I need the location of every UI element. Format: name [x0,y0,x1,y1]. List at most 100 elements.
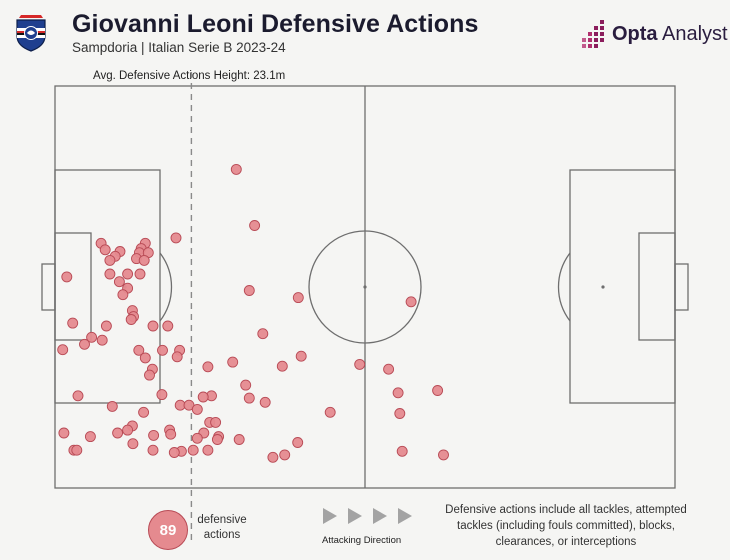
right-six-yard-box [638,232,676,341]
defensive-action-point [99,244,111,256]
defensive-action-point [112,427,124,439]
defensive-action-point [324,406,336,418]
defensive-action-point [292,292,304,304]
defensive-action-point [197,391,209,403]
right-penalty-arc [557,252,571,322]
defensive-action-point [279,449,291,461]
defensive-action-point [230,163,242,175]
defensive-action-point [392,387,404,399]
defensive-action-point [171,351,183,363]
defensive-action-point [58,427,70,439]
centre-circle [308,230,422,344]
defensive-action-point [191,403,203,415]
defensive-action-point [147,444,159,456]
defensive-action-point [86,331,98,343]
right-penalty-area [569,169,676,404]
pitch-lines [41,85,689,489]
brand-name: Opta Analyst [612,23,728,46]
defensive-action-point [125,314,137,325]
defensive-action-point [292,437,304,448]
defensive-action-point [438,449,449,461]
centre-spot [363,285,367,289]
defensive-action-point [84,431,96,443]
defensive-action-point [96,334,108,346]
defensive-action-point [122,424,134,436]
sampdoria-crest-icon [16,15,46,52]
defensive-action-point [191,432,203,444]
defensive-action-point [383,363,395,375]
defensive-action-point [104,254,116,266]
defensive-action-point [122,268,134,280]
action-count-label: defensive actions [197,514,247,541]
defensive-action-point [432,385,444,396]
attacking-direction-label: Attacking Direction [322,535,402,546]
left-penalty-arc [159,252,173,322]
left-goal [41,263,56,311]
defensive-action-point [113,276,125,288]
page-title: Giovanni Leoni Defensive Actions [72,10,479,38]
attacking-direction-arrows [323,508,412,524]
defensive-action-point [72,390,84,402]
defensive-action-point [243,392,255,404]
page-subtitle: Sampdoria | Italian Serie B 2023-24 [72,40,286,55]
defensive-action-point [157,344,168,356]
defensive-action-point [147,320,159,332]
right-goal [674,263,689,311]
defensive-action-point [162,320,174,332]
brand-name-bold: Opta [612,23,658,45]
defensive-action-point [106,400,118,412]
defensive-action-point [259,396,271,408]
defensive-action-point [139,352,151,364]
defensive-action-point [257,328,269,340]
defensive-action-point [144,369,155,381]
defensive-action-point [405,296,417,308]
defensive-action-point [227,356,239,368]
defensive-action-point [267,451,279,463]
opta-analyst-logo-icon [582,20,604,48]
defensive-action-point [57,344,69,356]
defensive-action-point [165,428,177,440]
defensive-action-point [100,320,112,332]
defensive-action-point [71,444,83,456]
defensive-action-point [354,358,366,370]
defensive-action-point [127,438,139,450]
defensive-action-point [202,361,214,373]
defensive-action-point [133,344,145,356]
defensive-action-point [211,434,223,445]
action-count-badge: 89 [148,510,188,550]
defensive-action-point [170,232,182,244]
defensive-action-point [104,268,116,280]
play-arrow-icon [323,508,337,524]
avg-height-label: Avg. Defensive Actions Height: 23.1m [93,70,286,82]
definition-note: Defensive actions include all tackles, a… [445,504,687,548]
defensive-action-point [61,271,73,283]
play-arrow-icon [398,508,412,524]
defensive-action-point [187,444,199,456]
right-penalty-spot [601,285,605,289]
defensive-action-point [202,444,214,456]
defensive-action-point [240,379,252,391]
play-arrow-icon [373,508,387,524]
defensive-action-point [79,338,90,350]
defensive-action-point [210,416,222,428]
defensive-action-point [117,289,129,301]
opta-analyst-logo: Opta Analyst [580,18,730,52]
header: Giovanni Leoni Defensive Actions Sampdor… [0,0,730,60]
defensive-action-point [138,406,150,418]
defensive-action-point [156,389,168,401]
defensive-action-point [396,445,408,457]
defensive-action-point [394,408,406,419]
defensive-action-point [168,447,180,458]
defensive-action-point [67,317,79,329]
defensive-action-point [148,429,160,441]
defensive-action-point [233,434,245,445]
play-arrow-icon [348,508,362,524]
defensive-action-point [138,254,150,266]
defensive-action-point [249,220,261,231]
defensive-action-point [243,285,255,296]
defensive-action-point [134,268,146,280]
brand-name-rest: Analyst [657,23,728,45]
defensive-action-point [276,360,288,372]
defensive-action-point [295,350,307,362]
